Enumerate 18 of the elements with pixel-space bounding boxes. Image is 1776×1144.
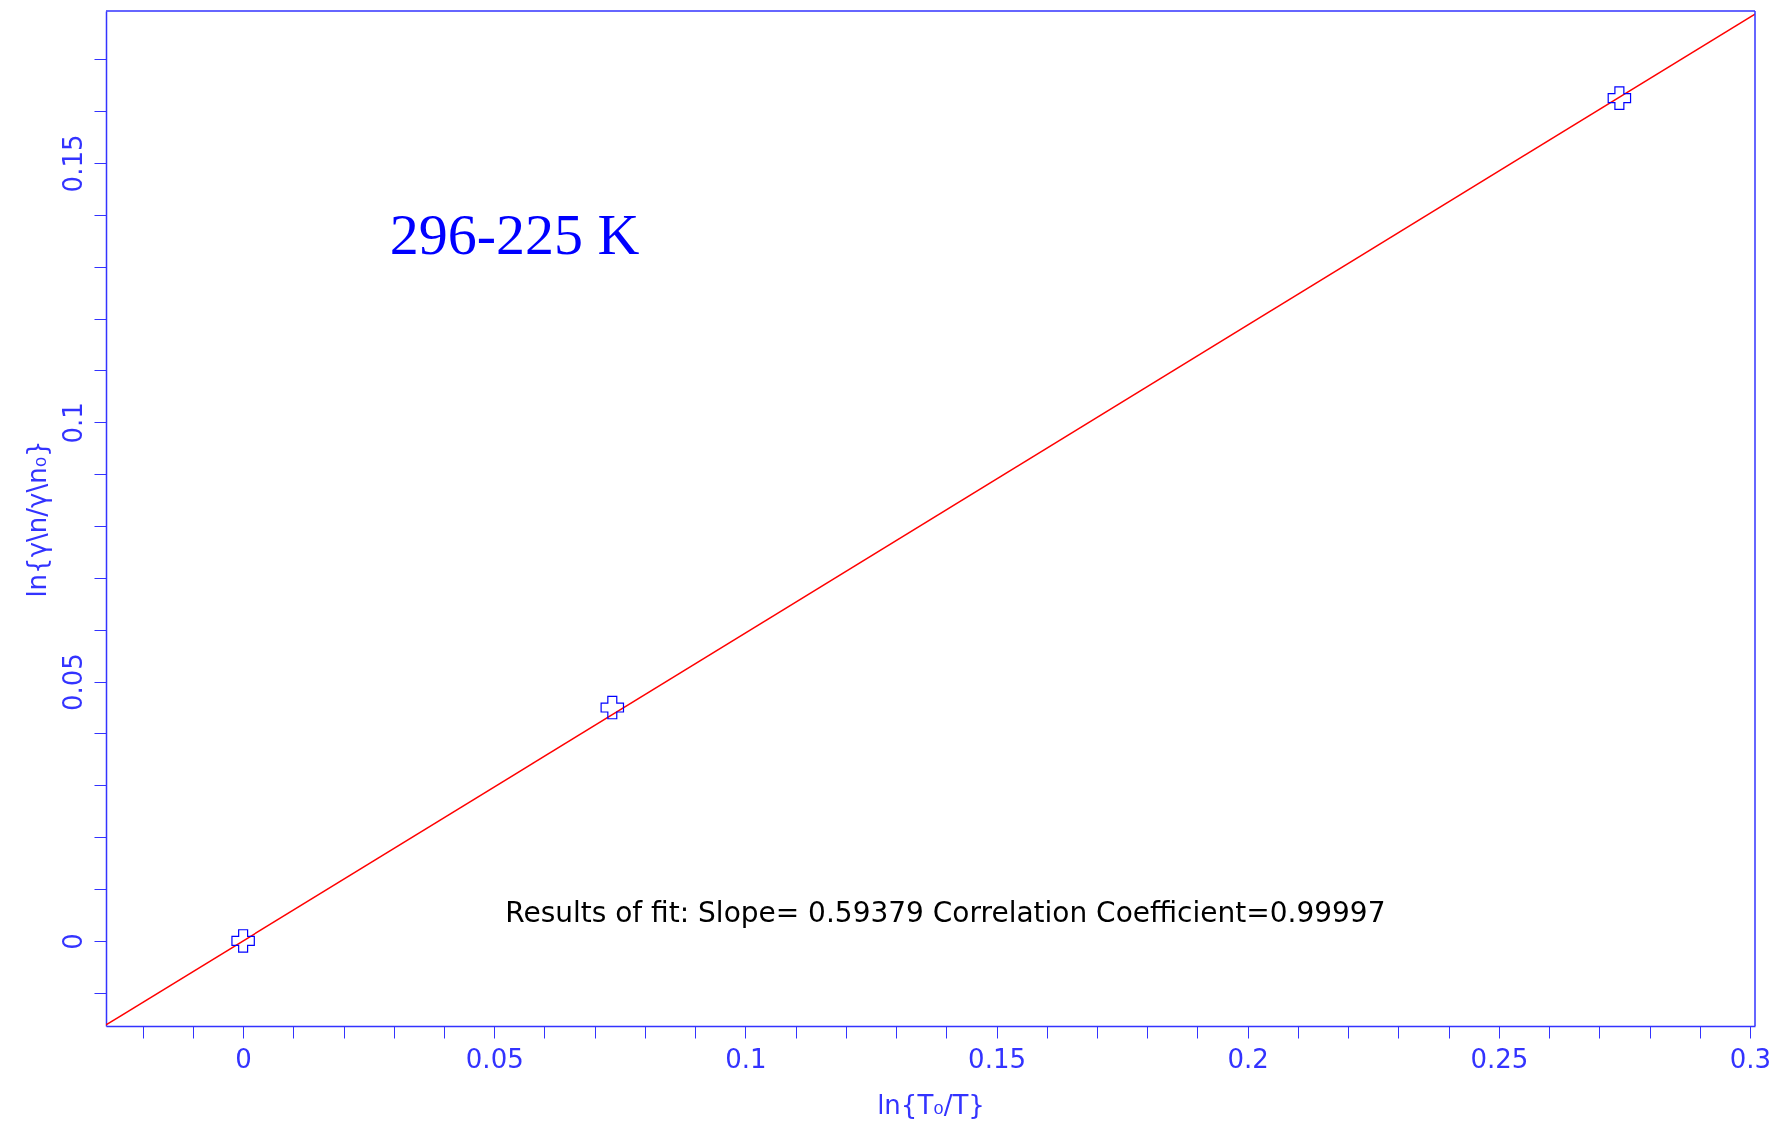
point [231, 929, 255, 953]
point [1607, 86, 1632, 110]
y-tick-label: 0.05 [57, 653, 88, 712]
x-tick-label: 0 [235, 1043, 252, 1074]
x-tick-label: 0.2 [1227, 1043, 1269, 1074]
x-tick-label: 0.25 [1470, 1043, 1529, 1074]
annotation: Results of fit: Slope= 0.59379 Correlation Coefficient=0.99997 [505, 896, 1386, 930]
x-tick-label: 0.3 [1729, 1043, 1772, 1074]
x-tick-label: 0.05 [465, 1043, 524, 1074]
y-tick-label: 0.15 [57, 134, 88, 193]
y-axis-title: ln{γ\n/γ\n₀} [21, 440, 52, 598]
x-axis-title: ln{T₀/T} [877, 1089, 985, 1120]
x-tick-label: 0.15 [968, 1043, 1026, 1074]
annotation: 296-225 K [389, 202, 640, 268]
y-tick-label: 0.1 [57, 402, 88, 444]
y-tick-label: 0 [57, 933, 88, 950]
x-tick-label: 0.1 [725, 1043, 767, 1074]
point [600, 695, 625, 720]
